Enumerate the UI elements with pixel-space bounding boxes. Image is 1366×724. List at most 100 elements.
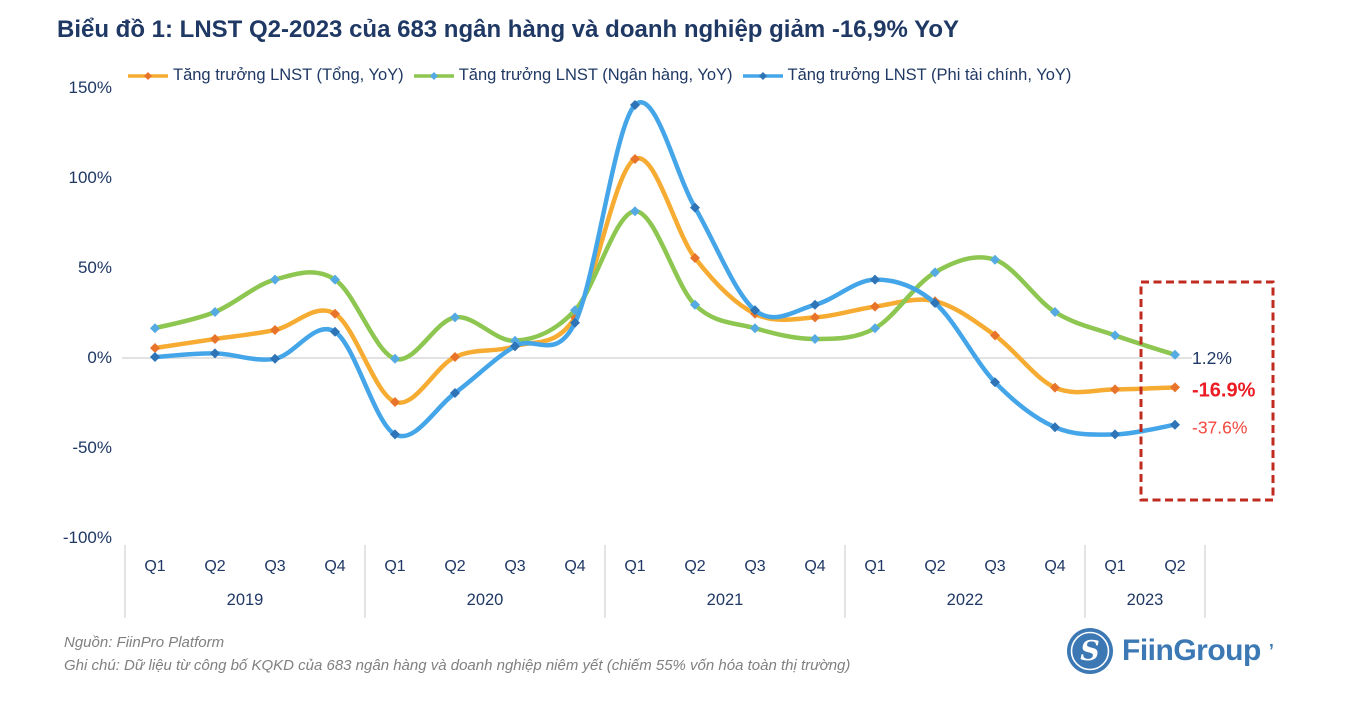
legend-item-0: Tăng trưởng LNST (Tổng, YoY) (127, 66, 404, 85)
series-marker-0 (389, 396, 401, 408)
fiingroup-logo: S FiinGroup ’ (1066, 627, 1274, 675)
x-year-label: 2020 (467, 591, 504, 609)
x-quarter-label: Q1 (1104, 558, 1125, 575)
series-marker-2 (1169, 419, 1181, 430)
x-year-label: 2023 (1127, 591, 1164, 609)
series-marker-2 (869, 274, 881, 285)
x-quarter-label: Q3 (984, 558, 1005, 575)
x-quarter-label: Q2 (924, 558, 945, 575)
series-marker-0 (329, 308, 341, 319)
series-marker-0 (869, 301, 881, 312)
x-quarter-label: Q1 (384, 558, 405, 575)
source-note: Nguồn: FiinPro Platform (64, 634, 225, 651)
series-marker-0 (269, 324, 281, 336)
x-year-label: 2021 (707, 591, 744, 609)
x-year-label: 2022 (947, 591, 984, 609)
series-marker-2 (749, 305, 761, 316)
chart-legend: Tăng trưởng LNST (Tổng, YoY) Tăng trưởng … (127, 66, 1071, 85)
y-tick-label: 0% (87, 348, 112, 367)
svg-text:S: S (1080, 636, 1100, 667)
series-marker-0 (629, 153, 641, 165)
series-marker-2 (1049, 422, 1061, 433)
x-quarter-label: Q3 (504, 558, 525, 575)
legend-item-label: Tăng trưởng LNST (Ngân hàng, YoY) (458, 66, 733, 84)
series-marker-1 (749, 323, 761, 334)
series-marker-0 (989, 330, 1001, 341)
series-marker-1 (869, 323, 881, 334)
legend-item-2: Tăng trưởng LNST (Phi tài chính, YoY) (742, 66, 1072, 85)
series-marker-1 (329, 274, 341, 285)
series-marker-1 (929, 267, 941, 278)
highlight-box (1139, 280, 1275, 502)
y-tick-label: 50% (78, 258, 112, 277)
series-line-2 (152, 100, 1178, 439)
y-tick-label: -50% (72, 438, 112, 457)
series-marker-1 (1049, 306, 1061, 318)
x-quarter-label: Q4 (804, 558, 825, 575)
fiingroup-logo-icon: S (1067, 628, 1113, 674)
y-tick-label: 100% (69, 168, 112, 187)
series-marker-2 (269, 353, 281, 364)
series-marker-0 (1049, 382, 1061, 393)
x-quarter-label: Q2 (444, 558, 465, 575)
series-marker-2 (989, 377, 1001, 388)
series-marker-0 (809, 312, 821, 323)
series-marker-0 (209, 333, 221, 345)
legend-item-label: Tăng trưởng LNST (Tổng, YoY) (173, 66, 404, 84)
series-marker-1 (389, 353, 401, 364)
series-marker-0 (449, 351, 461, 363)
series-marker-1 (149, 323, 161, 334)
legend-key-icon (742, 71, 783, 80)
x-year-label: 2019 (227, 591, 264, 609)
series-marker-2 (569, 317, 581, 328)
x-quarter-label: Q2 (1164, 558, 1185, 575)
series-marker-0 (149, 342, 161, 354)
series-marker-2 (329, 326, 341, 337)
series-marker-2 (689, 202, 701, 213)
series-marker-0 (1169, 382, 1181, 393)
legend-item-label: Tăng trưởng LNST (Phi tài chính, YoY) (787, 66, 1072, 84)
x-quarter-label: Q3 (744, 558, 765, 575)
x-quarter-label: Q3 (264, 558, 285, 575)
fiingroup-logo-text: FiinGroup (1122, 634, 1261, 667)
series-marker-1 (989, 254, 1001, 265)
fiingroup-logo-trademark: ’ (1268, 641, 1274, 661)
footnote: Ghi chú: Dữ liệu từ công bố KQKD của 683… (64, 657, 851, 674)
series-marker-2 (449, 387, 461, 399)
x-quarter-label: Q1 (624, 558, 645, 575)
series-marker-1 (269, 274, 281, 285)
y-tick-label: -100% (63, 528, 112, 547)
series-marker-1 (1109, 330, 1121, 341)
series-marker-1 (209, 306, 221, 318)
y-tick-label: 150% (69, 78, 112, 97)
series-marker-2 (1109, 429, 1121, 440)
x-quarter-label: Q2 (684, 558, 705, 575)
chart-title: Biểu đồ 1: LNST Q2-2023 của 683 ngân hàn… (57, 16, 959, 43)
series-marker-2 (209, 348, 221, 359)
x-quarter-label: Q4 (564, 558, 585, 575)
series-marker-1 (1169, 349, 1181, 360)
series-marker-2 (389, 429, 401, 440)
series-marker-1 (629, 206, 641, 217)
series-marker-2 (509, 341, 521, 352)
series-marker-2 (629, 99, 641, 111)
series-marker-1 (809, 333, 821, 345)
series-marker-1 (449, 312, 461, 323)
x-quarter-label: Q2 (204, 558, 225, 575)
series-end-label: -16.9% (1192, 379, 1256, 401)
series-marker-0 (1109, 384, 1121, 395)
x-quarter-label: Q1 (144, 558, 165, 575)
x-quarter-label: Q4 (324, 558, 345, 575)
series-end-label: 1.2% (1192, 348, 1232, 368)
x-quarter-label: Q4 (1044, 558, 1065, 575)
series-marker-1 (689, 299, 701, 310)
series-marker-2 (809, 299, 821, 310)
series-marker-2 (929, 297, 941, 309)
chart-footer: Nguồn: FiinPro Platform Ghi chú: Dữ liệu… (64, 631, 850, 677)
series-end-label: -37.6% (1192, 418, 1247, 438)
x-quarter-label: Q1 (864, 558, 885, 575)
series-marker-2 (149, 351, 161, 363)
legend-item-1: Tăng trưởng LNST (Ngân hàng, YoY) (413, 66, 733, 85)
legend-key-icon (128, 71, 168, 80)
